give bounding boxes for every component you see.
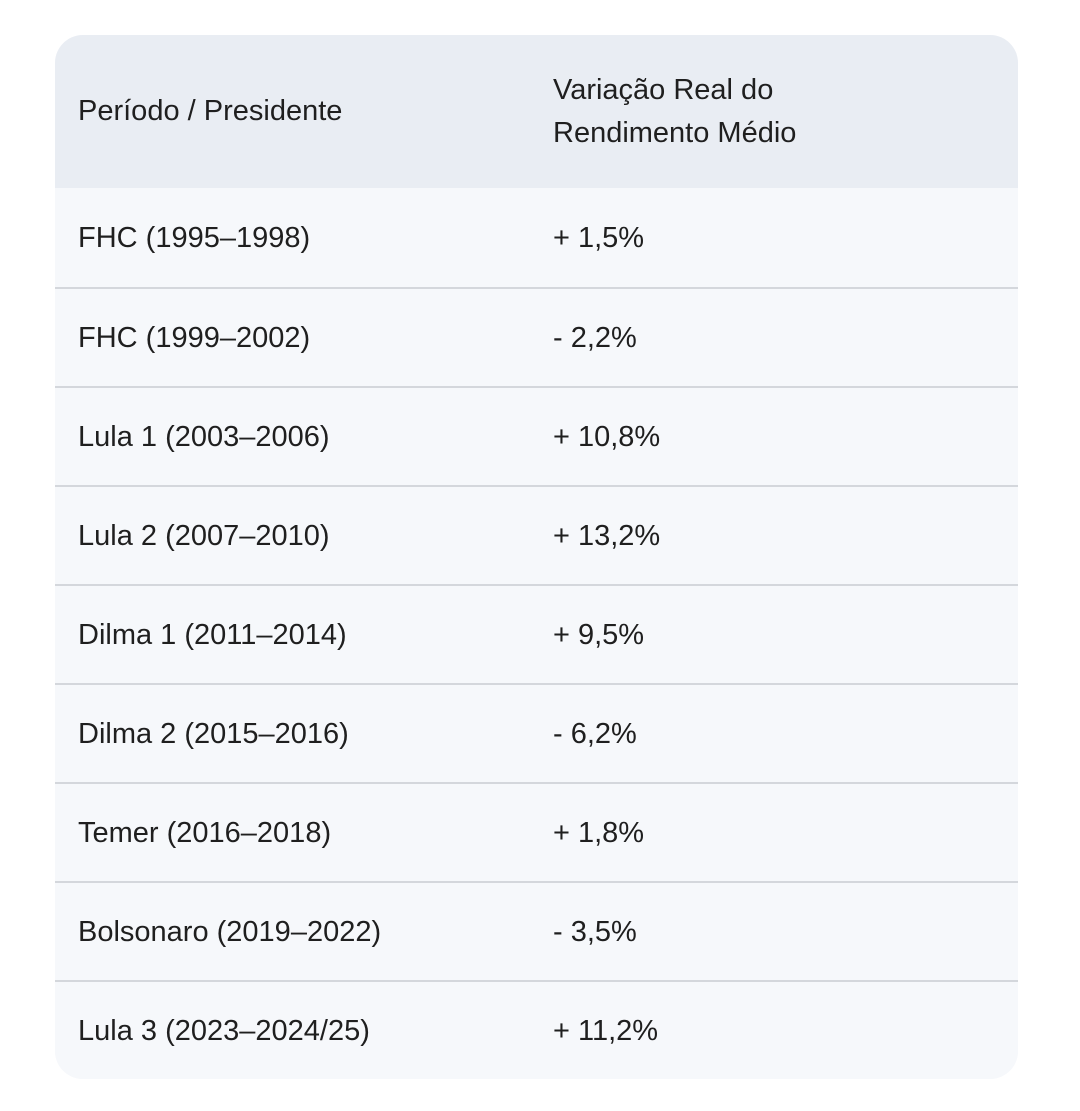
period-cell: Dilma 2 (2015–2016) bbox=[78, 717, 349, 750]
variation-cell: + 13,2% bbox=[553, 519, 661, 552]
table-body: FHC (1995–1998) + 1,5% FHC (1999–2002) -… bbox=[55, 188, 1018, 1079]
period-cell: Dilma 1 (2011–2014) bbox=[78, 618, 347, 651]
period-cell: Bolsonaro (2019–2022) bbox=[78, 915, 382, 948]
table-row: Lula 3 (2023–2024/25) + 11,2% bbox=[55, 980, 1018, 1079]
variation-cell: + 11,2% bbox=[553, 1014, 659, 1047]
table-header-row: Período / Presidente Variação Real do Re… bbox=[55, 35, 1018, 188]
variation-cell: + 1,8% bbox=[553, 816, 645, 849]
variation-cell: + 10,8% bbox=[553, 420, 661, 453]
period-cell: FHC (1995–1998) bbox=[78, 221, 311, 254]
period-cell: FHC (1999–2002) bbox=[78, 321, 311, 354]
period-cell: Lula 2 (2007–2010) bbox=[78, 519, 330, 552]
header-cell-period: Período / Presidente bbox=[78, 95, 343, 127]
table-row: FHC (1995–1998) + 1,5% bbox=[55, 188, 1018, 287]
period-cell: Temer (2016–2018) bbox=[78, 816, 332, 849]
table-row: Temer (2016–2018) + 1,8% bbox=[55, 782, 1018, 881]
variation-cell: + 9,5% bbox=[553, 618, 645, 651]
table-row: Bolsonaro (2019–2022) - 3,5% bbox=[55, 881, 1018, 980]
variation-cell: - 6,2% bbox=[553, 717, 637, 750]
variation-cell: - 3,5% bbox=[553, 915, 637, 948]
table-row: Dilma 2 (2015–2016) - 6,2% bbox=[55, 683, 1018, 782]
period-cell: Lula 3 (2023–2024/25) bbox=[78, 1014, 370, 1047]
period-cell: Lula 1 (2003–2006) bbox=[78, 420, 330, 453]
table-row: FHC (1999–2002) - 2,2% bbox=[55, 287, 1018, 386]
table-row: Dilma 1 (2011–2014) + 9,5% bbox=[55, 584, 1018, 683]
variation-cell: + 1,5% bbox=[553, 221, 645, 254]
variation-cell: - 2,2% bbox=[553, 321, 637, 354]
table-row: Lula 2 (2007–2010) + 13,2% bbox=[55, 485, 1018, 584]
table-row: Lula 1 (2003–2006) + 10,8% bbox=[55, 386, 1018, 485]
data-table-card: Período / Presidente Variação Real do Re… bbox=[55, 35, 1018, 1079]
header-cell-variation: Variação Real do Rendimento Médio bbox=[553, 73, 797, 149]
